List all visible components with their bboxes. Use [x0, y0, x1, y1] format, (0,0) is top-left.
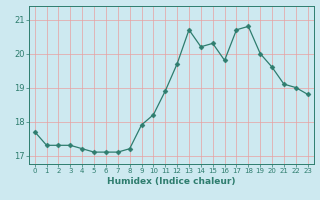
X-axis label: Humidex (Indice chaleur): Humidex (Indice chaleur): [107, 177, 236, 186]
